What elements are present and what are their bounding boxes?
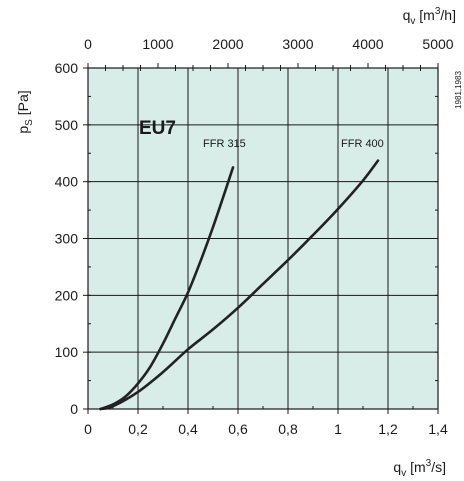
x-tick-labels: 0 0,2 0,4 0,6 0,8 1 1,2 1,4 (84, 421, 448, 437)
x-tick-label: 1 (334, 421, 342, 437)
x2-axis-title-unit-close: /h] (440, 7, 456, 23)
y-axis-title-base: p (15, 126, 31, 134)
x-axis-title-base: q (393, 459, 401, 475)
x2-tick-label: 0 (84, 36, 92, 52)
y-tick-label: 400 (55, 174, 79, 190)
x2-axis-title-base: q (403, 7, 411, 23)
y-tick-labels: 0 100 200 300 400 500 600 (55, 60, 79, 417)
y-axis-title: pS [Pa] (15, 90, 35, 133)
x-tick-label: 0,6 (228, 421, 248, 437)
side-note: 1981,1983 (454, 71, 463, 109)
y-tick-label: 0 (70, 401, 78, 417)
y-tick-label: 500 (55, 117, 79, 133)
series-label-ffr400: FFR 400 (341, 138, 384, 150)
plot-frame (87, 67, 439, 410)
y-axis-title-unit: [Pa] (15, 90, 31, 119)
series-lines (99, 159, 380, 411)
y-tick-label: 300 (55, 231, 79, 247)
y-tick-label: 200 (55, 287, 79, 303)
x2-tick-label: 4000 (352, 36, 383, 52)
x-axis-title: qv [m3/s] (393, 458, 446, 479)
x2-tick-label: 3000 (282, 36, 313, 52)
x2-axis-title-unit-sup: 3 (435, 6, 441, 17)
y-axis-title-sub: S (24, 119, 35, 126)
x2-tick-label: 5000 (422, 36, 453, 52)
badge-title: EU7 (139, 118, 176, 139)
series-label-ffr315: FFR 315 (203, 138, 246, 150)
series-line-ffr400 (99, 159, 380, 411)
x-tick-label: 0,8 (278, 421, 298, 437)
x2-axis-title: qv [m3/h] (403, 6, 456, 27)
x-axis-title-unit-open: [m (406, 459, 425, 475)
x-tick-label: 0,4 (178, 421, 198, 437)
x-tick-label: 0 (84, 421, 92, 437)
x-tick-label: 1,2 (378, 421, 398, 437)
y-tick-label: 100 (55, 344, 79, 360)
x2-tick-labels: 0 1000 2000 3000 4000 5000 (84, 36, 454, 52)
x2-tick-label: 2000 (212, 36, 243, 52)
x-axis-title-sub: v (401, 468, 406, 479)
series-line-ffr315 (99, 166, 235, 411)
x-tick-label: 1,4 (428, 421, 448, 437)
x2-axis-title-unit-open: [m (415, 7, 434, 23)
x-axis-title-unit-close: /s] (431, 459, 446, 475)
x-axis-title-unit-sup: 3 (426, 458, 432, 469)
x-tick-label: 0,2 (128, 421, 148, 437)
x2-tick-label: 1000 (142, 36, 173, 52)
y-tick-label: 600 (55, 60, 79, 76)
x2-axis-title-sub: v (410, 16, 415, 27)
